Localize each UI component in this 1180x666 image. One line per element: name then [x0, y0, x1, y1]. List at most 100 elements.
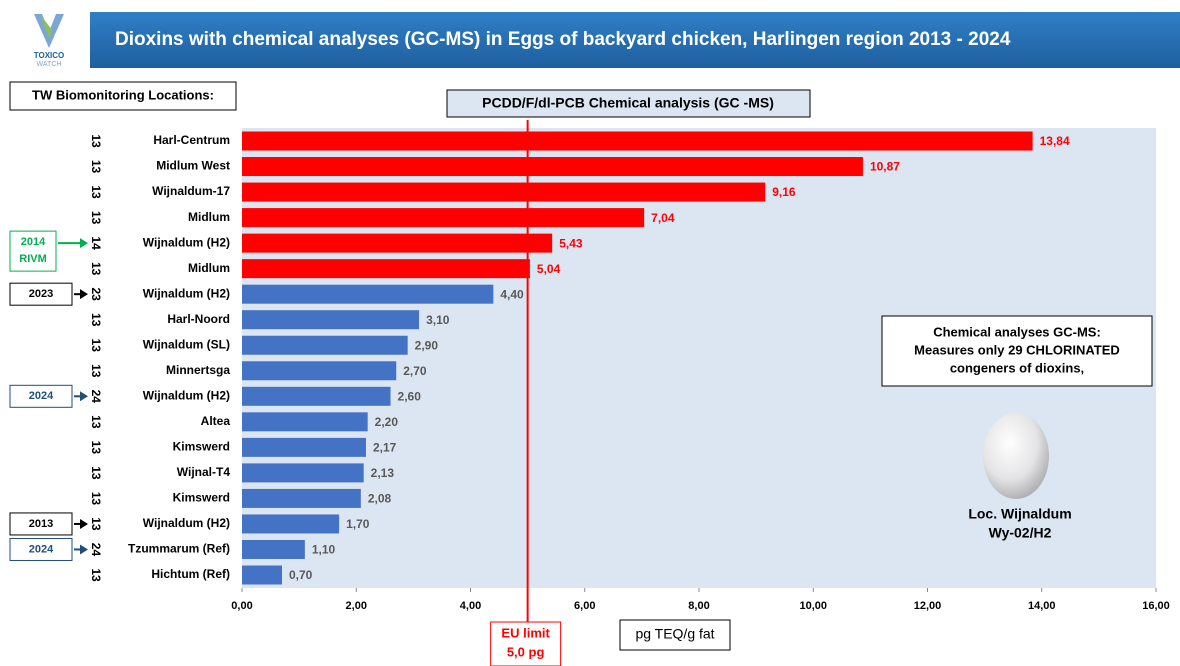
x-tick-label: 0,00 — [231, 600, 252, 612]
side-note: 2023 — [29, 288, 53, 300]
y-tick-label: Tzummarum (Ref) — [128, 542, 230, 556]
year-label: 13 — [89, 185, 103, 199]
bar — [242, 285, 493, 304]
year-label: 13 — [89, 262, 103, 276]
bar — [242, 463, 364, 482]
value-label: 4,40 — [500, 287, 524, 301]
side-note: 2024 — [29, 390, 54, 402]
value-label: 10,87 — [870, 160, 900, 174]
logo: TOXICO WATCH — [34, 14, 65, 68]
year-label: 13 — [89, 364, 103, 378]
x-tick-label: 16,00 — [1142, 600, 1170, 612]
value-label: 5,43 — [559, 236, 583, 250]
x-axis-label: pg TEQ/g fat — [635, 626, 714, 642]
y-tick-label: Midlum — [188, 261, 230, 275]
y-tick-label: Midlum — [188, 210, 230, 224]
x-tick-label: 10,00 — [799, 600, 827, 612]
side-note: 2013 — [29, 518, 53, 530]
bar — [242, 310, 419, 329]
year-label: 23 — [89, 288, 103, 302]
locations-header: TW Biomonitoring Locations: — [32, 87, 214, 102]
value-label: 1,70 — [346, 517, 370, 531]
arrow-head — [80, 544, 88, 554]
y-tick-label: Hichtum (Ref) — [151, 567, 230, 581]
value-label: 3,10 — [426, 313, 450, 327]
y-tick-label: Wijnaldum (SL) — [143, 337, 230, 351]
arrow-head — [80, 289, 88, 299]
bar — [242, 234, 552, 253]
arrow-head — [80, 519, 88, 529]
y-tick-label: Midlum West — [156, 159, 230, 173]
y-tick-label: Kimswerd — [173, 491, 230, 505]
note: congeners of dioxins, — [950, 360, 1084, 375]
side-note: RIVM — [19, 253, 47, 265]
subtitle: PCDD/F/dl-PCB Chemical analysis (GC -MS) — [482, 95, 774, 111]
note: Measures only 29 CHLORINATED — [914, 342, 1120, 357]
egg-caption: Loc. Wijnaldum — [968, 506, 1071, 522]
value-label: 2,13 — [371, 466, 395, 480]
bar — [242, 361, 396, 380]
x-tick-label: 14,00 — [1028, 600, 1056, 612]
side-note: 2014 — [21, 236, 46, 248]
bar — [242, 514, 339, 533]
limit-label: 5,0 pg — [507, 644, 545, 659]
y-tick-label: Wijnaldum (H2) — [143, 516, 230, 530]
y-tick-label: Kimswerd — [173, 440, 230, 454]
value-label: 5,04 — [537, 262, 561, 276]
bar — [242, 183, 765, 202]
logo-text: TOXICO — [34, 51, 65, 60]
year-label: 13 — [89, 313, 103, 327]
bar — [242, 566, 282, 585]
value-label: 2,90 — [415, 338, 439, 352]
year-label: 14 — [89, 236, 103, 250]
year-label: 13 — [89, 517, 103, 531]
egg-caption: Wy-02/H2 — [989, 525, 1052, 541]
value-label: 2,60 — [398, 389, 422, 403]
year-label: 24 — [89, 543, 103, 557]
bar — [242, 438, 366, 457]
arrow-head — [80, 391, 88, 401]
x-tick-label: 8,00 — [688, 600, 709, 612]
arrow-head — [80, 238, 88, 248]
value-label: 0,70 — [289, 568, 313, 582]
value-label: 2,08 — [368, 492, 392, 506]
x-tick-label: 4,00 — [460, 600, 481, 612]
y-tick-label: Altea — [201, 414, 231, 428]
bar — [242, 412, 368, 431]
bar — [242, 132, 1033, 151]
bar — [242, 336, 408, 355]
y-tick-label: Minnertsga — [166, 363, 230, 377]
year-label: 13 — [89, 466, 103, 480]
chart-title: Dioxins with chemical analyses (GC-MS) i… — [115, 29, 1011, 50]
x-tick-label: 2,00 — [346, 600, 367, 612]
y-tick-label: Wijnal-T4 — [177, 465, 231, 479]
year-label: 24 — [89, 390, 103, 404]
y-tick-label: Wijnaldum (H2) — [143, 388, 230, 402]
x-tick-label: 6,00 — [574, 600, 595, 612]
value-label: 2,70 — [403, 364, 427, 378]
value-label: 2,17 — [373, 441, 397, 455]
note: Chemical analyses GC-MS: — [933, 324, 1101, 339]
bar — [242, 157, 863, 176]
y-tick-label: Wijnaldum (H2) — [143, 286, 230, 300]
year-label: 13 — [89, 492, 103, 506]
bar — [242, 259, 530, 278]
value-label: 13,84 — [1040, 134, 1070, 148]
bar — [242, 208, 644, 227]
egg — [983, 413, 1049, 499]
limit-label: EU limit — [501, 625, 550, 640]
bar — [242, 540, 305, 559]
side-note: 2024 — [29, 543, 54, 555]
bar — [242, 489, 361, 508]
y-tick-label: Harl-Centrum — [153, 133, 230, 147]
bar — [242, 387, 391, 406]
y-tick-label: Harl-Noord — [167, 312, 230, 326]
logo-text: WATCH — [37, 61, 62, 68]
y-tick-label: Wijnaldum (H2) — [143, 235, 230, 249]
year-label: 13 — [89, 160, 103, 174]
y-tick-label: Wijnaldum-17 — [152, 184, 230, 198]
year-label: 13 — [89, 441, 103, 455]
year-label: 13 — [89, 568, 103, 582]
year-label: 13 — [89, 211, 103, 225]
x-tick-label: 12,00 — [914, 600, 942, 612]
